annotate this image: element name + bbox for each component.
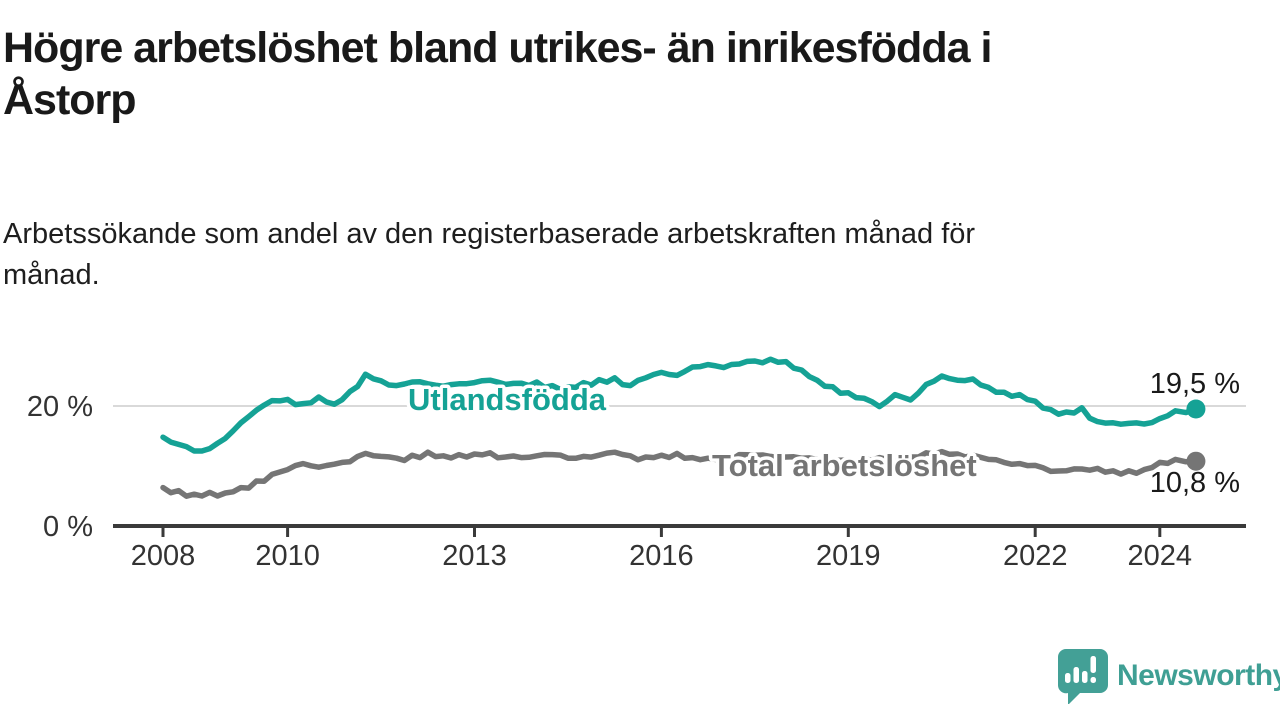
x-tick-label: 2022 [1003,540,1068,572]
y-tick-label: 20 % [27,391,93,423]
series-endpoint-dot-total [1186,451,1206,471]
x-tick-label: 2019 [816,540,881,572]
series-endpoint-dot-utlandsfodda [1186,399,1206,419]
y-tick-label: 0 % [43,511,93,543]
chart-subtitle: Arbetssökande som andel av den registerb… [3,214,1203,296]
newsworthy-logo-text: Newsworthy [1117,659,1280,692]
page-title-line2: Åstorp [3,76,137,124]
chart-subtitle-line2: månad. [3,259,100,291]
series-line-utlandsfodda [160,356,1199,454]
page-title: Högre arbetslöshet bland utrikes- än inr… [3,22,1258,126]
series-label-utlandsfodda: Utlandsfödda [408,382,607,417]
series-label-total-arbetsloshet: Total arbetslöshet [712,448,977,483]
x-tick-label: 2008 [131,540,196,572]
x-tick-label: 2024 [1128,540,1193,572]
newsworthy-speech-bubble-bar-chart-icon [1057,649,1108,704]
end-value-label-total: 10,8 % [1150,467,1240,499]
newsworthy-logo: Newsworthy [1054,646,1280,706]
line-chart: 2008 2010 2013 2016 2019 2022 2024 0 % 20 % Utlan… [0,330,1280,590]
page-title-line1: Högre arbetslöshet bland utrikes- än inr… [3,24,992,72]
x-tick-label: 2010 [255,540,320,572]
chart-subtitle-line1: Arbetssökande som andel av den registerb… [3,218,976,250]
end-value-label-utlandsfodda: 19,5 % [1150,368,1240,400]
x-tick-label: 2016 [629,540,694,572]
x-tick-label: 2013 [442,540,507,572]
series-line-total [160,448,1199,499]
line-chart-canvas: 2008 2010 2013 2016 2019 2022 2024 0 % 20 % Utlan… [27,356,1246,572]
